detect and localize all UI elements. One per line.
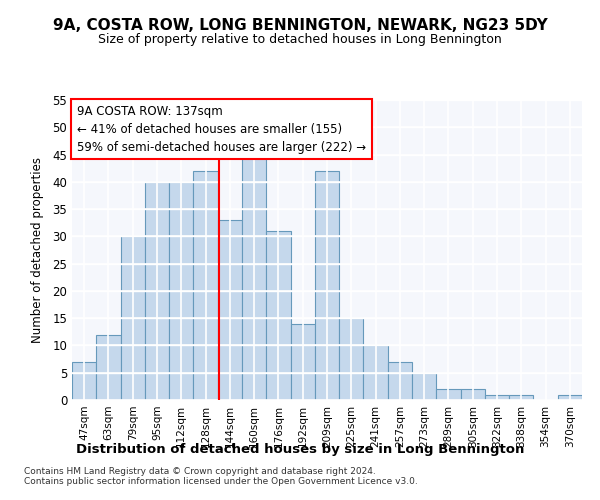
Bar bbox=[509, 394, 533, 400]
Bar bbox=[412, 372, 436, 400]
Bar bbox=[121, 236, 145, 400]
Bar bbox=[145, 182, 169, 400]
Bar bbox=[485, 394, 509, 400]
Text: Contains public sector information licensed under the Open Government Licence v3: Contains public sector information licen… bbox=[24, 478, 418, 486]
Bar bbox=[436, 389, 461, 400]
Text: Distribution of detached houses by size in Long Bennington: Distribution of detached houses by size … bbox=[76, 442, 524, 456]
Bar bbox=[364, 346, 388, 400]
Bar bbox=[339, 318, 364, 400]
Text: Size of property relative to detached houses in Long Bennington: Size of property relative to detached ho… bbox=[98, 32, 502, 46]
Bar bbox=[242, 149, 266, 400]
Bar bbox=[96, 334, 121, 400]
Bar bbox=[290, 324, 315, 400]
Text: Contains HM Land Registry data © Crown copyright and database right 2024.: Contains HM Land Registry data © Crown c… bbox=[24, 468, 376, 476]
Text: 9A, COSTA ROW, LONG BENNINGTON, NEWARK, NG23 5DY: 9A, COSTA ROW, LONG BENNINGTON, NEWARK, … bbox=[53, 18, 547, 32]
Bar bbox=[315, 171, 339, 400]
Text: 9A COSTA ROW: 137sqm
← 41% of detached houses are smaller (155)
59% of semi-deta: 9A COSTA ROW: 137sqm ← 41% of detached h… bbox=[77, 104, 366, 154]
Bar bbox=[558, 394, 582, 400]
Y-axis label: Number of detached properties: Number of detached properties bbox=[31, 157, 44, 343]
Bar bbox=[169, 182, 193, 400]
Bar bbox=[461, 389, 485, 400]
Bar bbox=[218, 220, 242, 400]
Bar bbox=[388, 362, 412, 400]
Bar bbox=[266, 231, 290, 400]
Bar bbox=[193, 171, 218, 400]
Bar bbox=[72, 362, 96, 400]
